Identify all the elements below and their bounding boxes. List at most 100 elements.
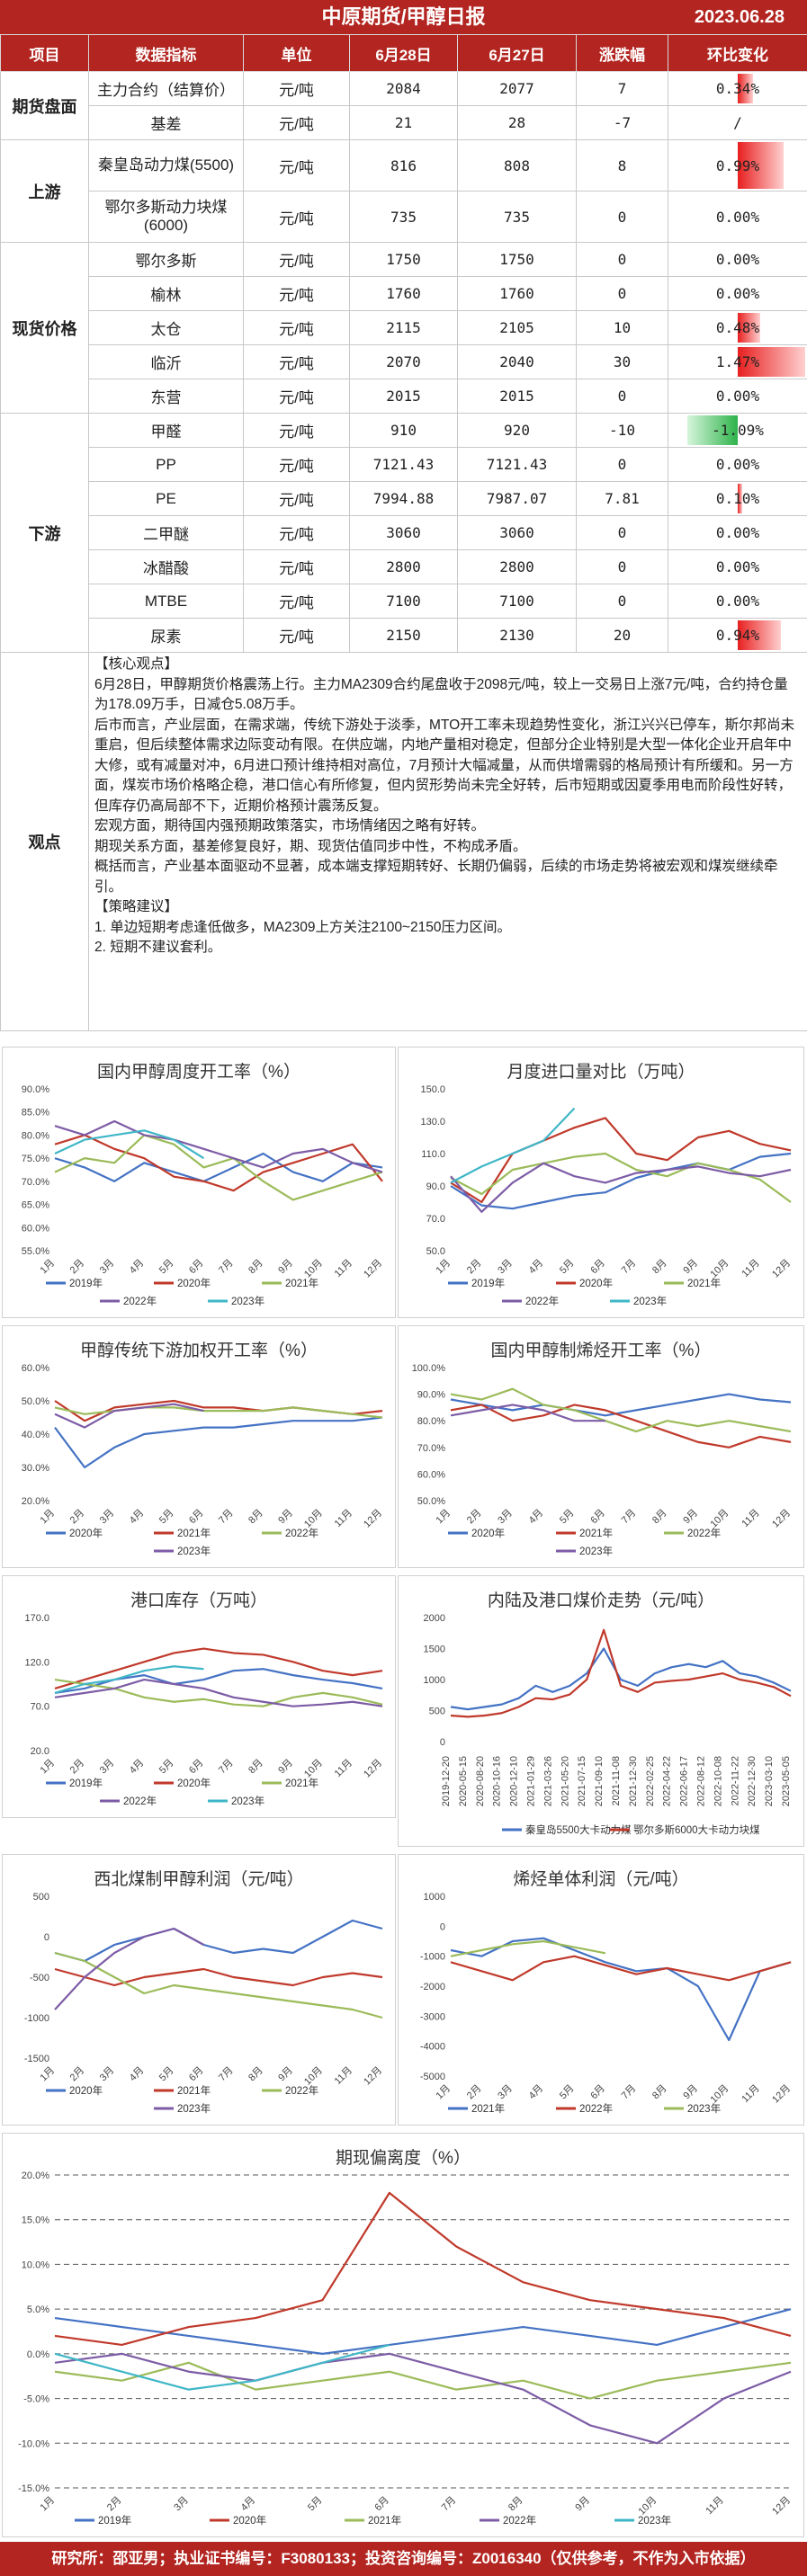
diff-cell: 30 (576, 344, 668, 379)
indicator-cell: 冰醋酸 (88, 549, 244, 584)
x-tick-label: 5月 (157, 1508, 176, 1527)
x-tick-label: 6月 (187, 1258, 206, 1277)
legend-label: 2019年 (69, 1277, 103, 1289)
x-tick-label: 11月 (333, 1758, 354, 1779)
table-row: PE 元/吨 7994.88 7987.07 7.81 0.10% (1, 481, 807, 516)
x-tick-label: 10月 (302, 1508, 325, 1530)
x-tick-label: 1月 (435, 1258, 453, 1277)
x-tick-label: 12月 (770, 2083, 793, 2106)
legend-label: 鄂尔多斯6000大卡动力块煤 (633, 1823, 760, 1836)
series-line (450, 1117, 792, 1204)
x-tick-label: 7月 (620, 1258, 639, 1277)
report-header: 中原期货/甲醇日报 2023.06.28 (0, 0, 807, 34)
series-line (54, 1951, 383, 2019)
y-tick-label: 90.0% (417, 1390, 445, 1401)
legend-label: 2023年 (579, 1545, 613, 1557)
indicator-cell: MTBE (88, 584, 244, 619)
diff-cell: 0 (576, 276, 668, 311)
value-today-cell: 910 (349, 413, 458, 448)
change-cell: 0.00% (668, 379, 807, 414)
x-tick-label: 2022-06-17 (679, 1756, 690, 1806)
indicator-cell: 基差 (88, 105, 244, 140)
series-line (450, 1939, 606, 1957)
diff-cell: 20 (576, 618, 668, 653)
unit-cell: 元/吨 (243, 191, 350, 243)
chart-svg: 100.0% 90.0% 80.0% 70.0% 60.0% 50.0%1月 2月 3月 4月 5… (412, 1363, 793, 1557)
legend-label: 2021年 (285, 1277, 318, 1289)
y-tick-label: -1000 (24, 2013, 49, 2024)
legend-label: 2023年 (231, 1795, 265, 1807)
change-cell: 0.00% (668, 584, 807, 619)
diff-cell: 0 (576, 447, 668, 482)
view-paragraph: 1. 单边短期考虑逢低做多，MA2309上方关注2100~2150压力区间。 (94, 919, 511, 935)
legend-label: 2023年 (687, 2102, 721, 2115)
unit-cell: 元/吨 (243, 618, 350, 653)
x-tick-label: 2019-12-20 (441, 1756, 452, 1806)
chart-panel: 20.0% 15.0% 10.0% 5.0% 0.0% -5.0% -10.0% -15.0%… (2, 2133, 804, 2537)
x-tick-label: 9月 (276, 2065, 295, 2084)
legend-label: 2020年 (471, 1527, 505, 1539)
unit-cell: 元/吨 (243, 105, 350, 140)
indicator-cell: PP (88, 447, 244, 482)
view-paragraph: 期现关系方面，基差修复良好，期、现货估值同步中性，不构成矛盾。 (94, 838, 527, 854)
legend-label: 2022年 (503, 2514, 536, 2527)
charts-area: 90.0% 85.0% 80.0% 75.0% 70.0% 65.0% 60.0% 55.0%… (0, 1045, 807, 2537)
series-line (54, 1406, 383, 1419)
data-table: 项目 数据指标 单位 6月28日 6月27日 涨跌幅 环比变化 期货盘面 主力合约（结算价）元… (0, 34, 807, 1031)
view-paragraph: 2. 短期不建议套利。 (94, 940, 222, 955)
chart-panel: 1000 0 -1000 -2000 -3000 -4000 -5000 1月 2月 3月 4月 5月… (398, 1854, 804, 2126)
x-tick-label: 11月 (740, 2083, 761, 2105)
y-tick-label: 70.0% (22, 1177, 49, 1188)
legend-label: 2021年 (368, 2514, 401, 2527)
x-tick-label: 3月 (496, 1508, 515, 1527)
change-value: 0.00% (715, 593, 760, 610)
x-tick-label: 3月 (496, 2083, 515, 2102)
x-tick-label: 5月 (157, 2065, 176, 2084)
change-cell: 0.34% (668, 71, 807, 106)
change-cell: 0.10% (668, 481, 807, 516)
x-tick-label: 1月 (435, 2083, 453, 2102)
diff-cell: 0 (576, 584, 668, 619)
series-line (54, 1134, 383, 1201)
indicator-cell: 尿素 (88, 618, 244, 653)
value-today-cell: 2015 (349, 379, 458, 414)
series-line (450, 1628, 792, 1718)
legend-label: 2019年 (69, 1777, 103, 1789)
value-today-cell: 7994.88 (349, 481, 458, 516)
x-tick-label: 8月 (247, 1258, 265, 1277)
change-value: 0.00% (715, 208, 760, 226)
legend-label: 2023年 (177, 1545, 211, 1557)
column-header: 数据指标 (88, 34, 244, 72)
x-tick-label: 1月 (39, 2065, 58, 2084)
series-line (450, 1404, 605, 1422)
y-tick-label: -1500 (24, 2054, 49, 2064)
legend-label: 2022年 (285, 2084, 318, 2097)
legend-label: 2023年 (633, 1295, 667, 1307)
series-line (54, 1416, 383, 1469)
chart-title: 港口库存（万吨） (130, 1591, 267, 1610)
x-tick-label: 3月 (98, 1758, 117, 1777)
x-tick-label: 12月 (362, 1758, 384, 1780)
x-tick-label: 3月 (98, 1508, 117, 1527)
x-tick-label: 12月 (362, 2065, 384, 2088)
view-paragraph: 后市而言，产业层面，在需求端，传统下游处于淡季，MTO开工率未现趋势性变化，浙江… (94, 717, 795, 814)
diff-cell: 0 (576, 379, 668, 414)
x-tick-label: 6月 (588, 2083, 607, 2102)
column-header: 项目 (0, 34, 89, 72)
series-line (54, 2343, 390, 2391)
y-tick-label: 10.0% (22, 2260, 49, 2270)
y-tick-label: 60.0% (417, 1469, 445, 1480)
x-tick-label: 9月 (573, 2495, 592, 2514)
table-row: 鄂尔多斯动力块煤(6000) 元/吨 735 735 0 0.00% (1, 191, 807, 243)
y-tick-label: 55.0% (22, 1246, 49, 1257)
chart-title: 期现偏离度（%） (336, 2149, 471, 2168)
x-tick-label: 9月 (276, 1508, 295, 1527)
unit-cell: 元/吨 (243, 139, 350, 192)
change-value: 0.00% (715, 558, 760, 575)
value-today-cell: 1760 (349, 276, 458, 311)
change-cell: 0.00% (668, 549, 807, 584)
series-line (54, 1927, 204, 2010)
series-line (54, 1647, 383, 1689)
y-tick-label: -5.0% (23, 2394, 49, 2405)
value-prev-cell: 1760 (457, 276, 577, 311)
